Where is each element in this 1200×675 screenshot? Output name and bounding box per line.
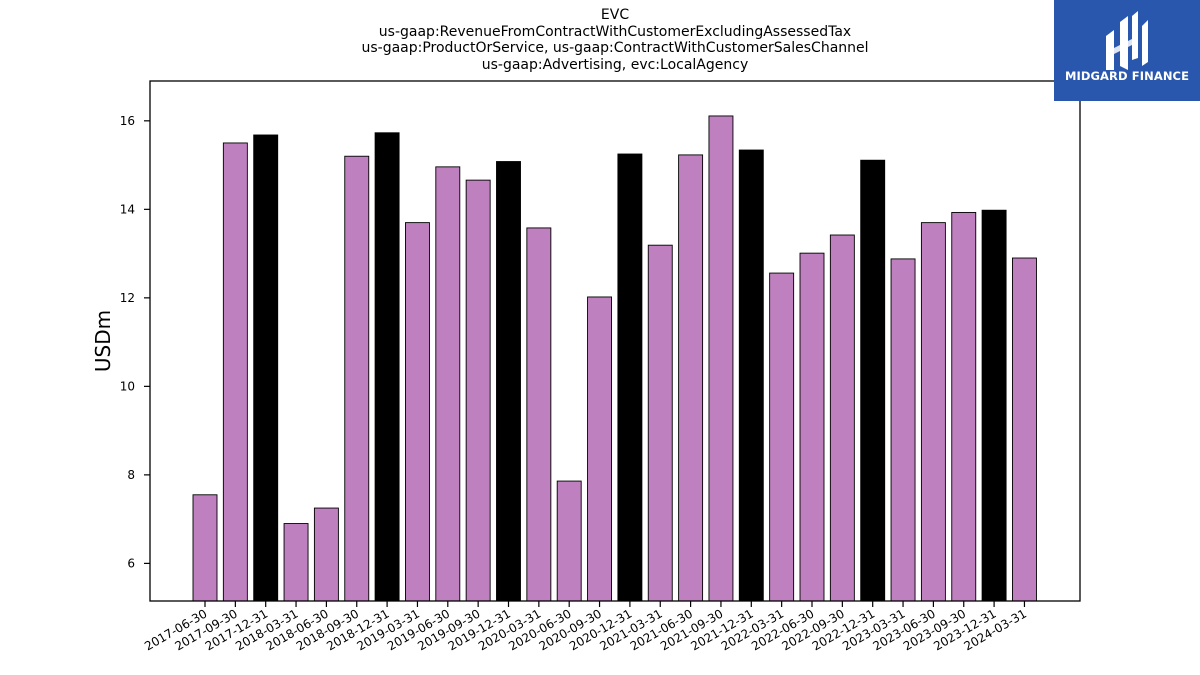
bar [192,494,218,602]
bar [435,166,461,602]
bar [920,222,946,602]
bar [738,149,764,602]
bar [253,134,279,602]
title-line: EVC [600,7,630,23]
title-line: us-gaap:ProductOrService, us-gaap:Contra… [361,40,869,57]
bar [860,159,886,602]
bar [617,153,643,602]
bar [526,227,552,602]
bar [829,234,855,602]
y-tick-label: 8 [127,468,135,482]
bar [1012,257,1037,602]
y-axis-label: USDm [91,310,115,372]
logo-mark-icon [1106,11,1148,70]
bar [647,244,673,602]
title-line: us-gaap:Advertising, evc:LocalAgency [481,56,749,73]
bars-group [192,115,1037,602]
title-line: us-gaap:RevenueFromContractWithCustomerE… [378,23,852,40]
bar [344,155,370,602]
x-axis: 2017-06-302017-09-302017-12-312018-03-31… [142,601,1029,653]
bar [496,161,521,602]
y-tick-label: 10 [120,379,135,393]
bar [587,296,612,602]
y-tick-label: 12 [120,291,135,305]
chart-title: EVC us-gaap:RevenueFromContractWithCusto… [0,7,1200,73]
plot-frame [149,80,1081,602]
y-tick-label: 14 [120,202,135,216]
bar [678,154,704,602]
bar [374,132,400,602]
bar [283,523,309,602]
bar [981,209,1007,602]
y-tick-label: 6 [127,556,135,570]
bar [708,115,734,602]
bar [405,222,430,602]
brand-logo: MIDGARD FINANCE [1054,0,1200,101]
bar [465,179,491,602]
y-tick-label: 16 [120,114,135,128]
bar [222,142,248,602]
bar [769,272,795,602]
bar [799,252,825,602]
bar [890,258,916,602]
y-axis: 6 8 10 12 14 16 [120,114,150,570]
bar [313,507,339,602]
logo-text: MIDGARD FINANCE [1064,69,1190,83]
bar [556,480,582,602]
bar [951,211,977,602]
